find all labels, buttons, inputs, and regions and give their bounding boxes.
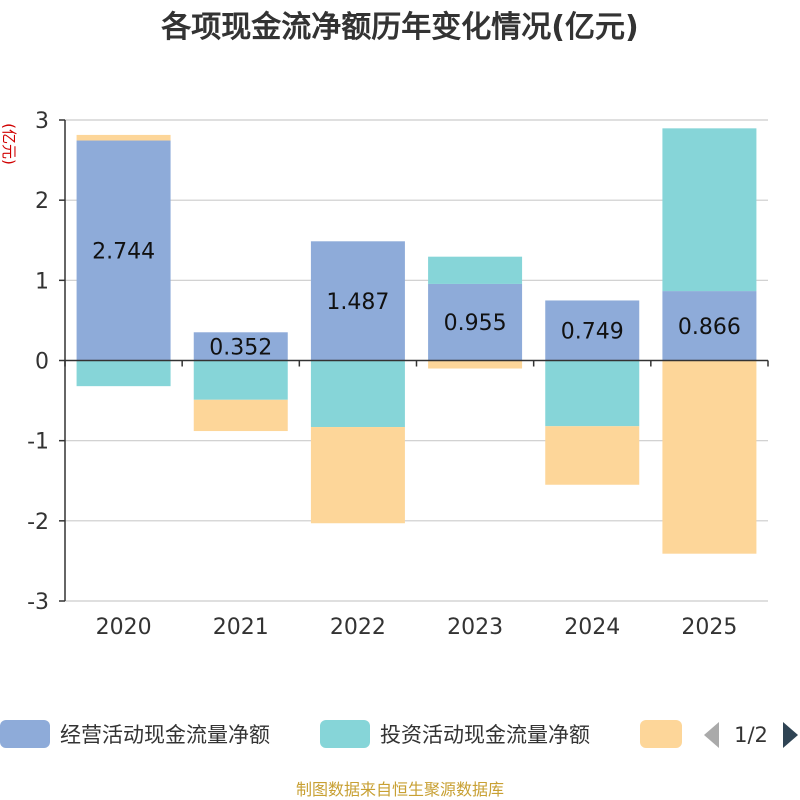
legend-prev-page-icon[interactable] [704, 722, 719, 748]
bar-operating-2020[interactable] [76, 140, 171, 361]
bar-operating-2024[interactable] [545, 300, 640, 361]
data-label-operating-2025: 0.866 [678, 315, 741, 340]
x-tick-label: 2021 [213, 615, 269, 640]
bar-financing-2025[interactable] [662, 360, 757, 554]
chart-title: 各项现金流净额历年变化情况(亿元) [160, 10, 638, 45]
bar-investing-2021[interactable] [193, 360, 288, 400]
data-source-note: 制图数据来自恒生聚源数据库 [296, 780, 504, 799]
bar-financing-2023[interactable] [428, 360, 523, 369]
bar-financing-2022[interactable] [310, 427, 405, 524]
legend-label-operating[interactable]: 经营活动现金流量净额 [60, 723, 270, 747]
legend-swatch-financing[interactable] [640, 720, 682, 748]
bars [76, 128, 757, 554]
y-tick-labels: 3 2 1 0 -1 -2 -3 [27, 109, 49, 615]
data-label-operating-2021: 0.352 [209, 335, 272, 360]
bar-financing-2020[interactable] [76, 134, 171, 141]
bar-operating-2021[interactable] [193, 332, 288, 361]
bar-investing-2020[interactable] [76, 360, 171, 387]
x-tick-label: 2022 [330, 615, 386, 640]
legend: 经营活动现金流量净额 投资活动现金流量净额 1/2 [0, 720, 798, 748]
y-tick-label: -2 [27, 510, 49, 535]
axes [59, 119, 769, 602]
data-label-operating-2023: 0.955 [444, 311, 507, 336]
x-tick-label: 2020 [96, 615, 152, 640]
legend-label-investing[interactable]: 投资活动现金流量净额 [380, 723, 590, 747]
legend-next-page-icon[interactable] [783, 722, 798, 748]
bar-operating-2025[interactable] [662, 291, 757, 361]
bar-financing-2021[interactable] [193, 399, 288, 432]
bar-financing-2024[interactable] [545, 426, 640, 485]
y-tick-label: 3 [35, 109, 49, 134]
legend-swatch-operating[interactable] [0, 720, 50, 748]
bar-operating-2023[interactable] [428, 283, 523, 361]
x-tick-labels: 2020 2021 2022 2023 2024 2025 [96, 615, 738, 640]
y-axis-unit-label: (亿元) [0, 123, 18, 165]
legend-swatch-investing[interactable] [320, 720, 370, 748]
legend-page-indicator: 1/2 [734, 723, 768, 747]
y-tick-label: 0 [35, 350, 49, 375]
bar-investing-2022[interactable] [310, 360, 405, 428]
x-tick-label: 2024 [564, 615, 620, 640]
y-tick-label: -3 [27, 590, 49, 615]
x-tick-label: 2025 [681, 615, 737, 640]
y-tick-label: 1 [35, 269, 49, 294]
bar-investing-2023[interactable] [428, 256, 523, 284]
y-tick-label: 2 [35, 189, 49, 214]
data-labels: 2.744 0.352 1.487 0.955 0.749 0.866 [92, 240, 741, 361]
bar-investing-2024[interactable] [545, 360, 640, 427]
data-label-operating-2022: 1.487 [326, 290, 389, 315]
data-label-operating-2020: 2.744 [92, 240, 155, 265]
y-tick-label: -1 [27, 430, 49, 455]
x-tick-label: 2023 [447, 615, 503, 640]
data-label-operating-2024: 0.749 [561, 319, 624, 344]
bar-investing-2025[interactable] [662, 128, 757, 292]
grid-lines [65, 119, 768, 602]
bar-operating-2022[interactable] [310, 241, 405, 361]
